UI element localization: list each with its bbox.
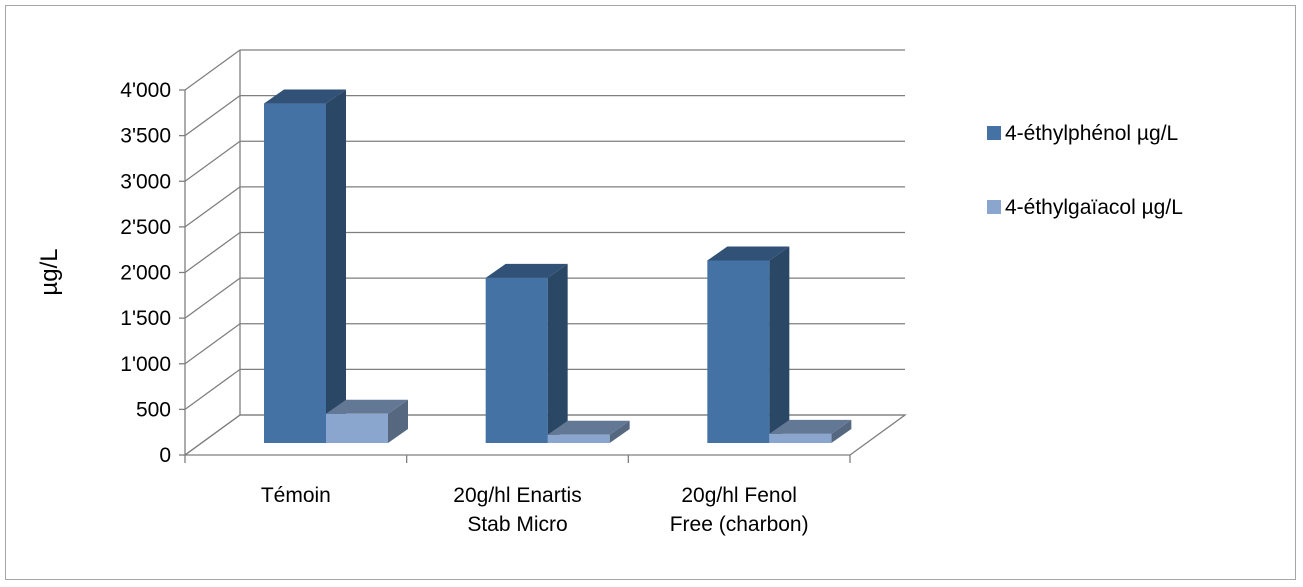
y-tick-label: 4'000 (120, 79, 171, 102)
bar-top (485, 263, 568, 278)
y-axis-title: µg/L (36, 248, 63, 295)
x-tick-label: Stab Micro (467, 513, 567, 536)
bar-side (769, 246, 790, 443)
y-tick-label: 1'000 (120, 353, 171, 376)
side-gridline (184, 277, 241, 319)
side-gridline (184, 368, 241, 410)
bar-side (388, 399, 408, 443)
bar-side (547, 263, 568, 443)
bar-side (831, 419, 852, 443)
bar-top (769, 419, 852, 434)
y-tick-label: 2'000 (120, 262, 171, 285)
side-gridline (184, 323, 241, 365)
legend-swatch (987, 126, 1001, 140)
bar (547, 434, 610, 443)
bar-side (609, 420, 630, 443)
x-tick-label: Témoin (261, 484, 331, 507)
bar-top (547, 420, 630, 435)
bar (326, 413, 388, 443)
side-gridline (184, 140, 241, 182)
side-gridline (184, 95, 241, 137)
x-tick-label: 20g/hl Fenol (681, 484, 797, 507)
legend-label: 4-éthylphénol µg/L (1005, 122, 1178, 145)
bar-side (326, 89, 346, 444)
y-tick-label: 3'500 (120, 125, 171, 148)
bar (769, 433, 832, 443)
side-gridline (184, 231, 241, 274)
y-tick-label: 2'500 (120, 216, 171, 239)
bar (707, 260, 770, 443)
legend-label: 4-éthylgaïacol µg/L (1005, 196, 1183, 219)
y-tick-label: 0 (159, 444, 171, 467)
x-tick-label: 20g/hl Enartis (453, 484, 581, 507)
bar-top (264, 89, 346, 104)
bar (264, 103, 326, 444)
side-gridline (184, 186, 241, 228)
legend-swatch (987, 200, 1001, 214)
x-tick-label: Free (charbon) (670, 513, 809, 536)
y-tick-label: 1'500 (120, 307, 171, 330)
bar-top (707, 246, 790, 261)
y-tick-label: 500 (136, 398, 171, 421)
side-gridline (184, 49, 241, 91)
bar (485, 277, 548, 443)
bar-top (326, 399, 408, 414)
y-tick-label: 3'000 (120, 170, 171, 193)
